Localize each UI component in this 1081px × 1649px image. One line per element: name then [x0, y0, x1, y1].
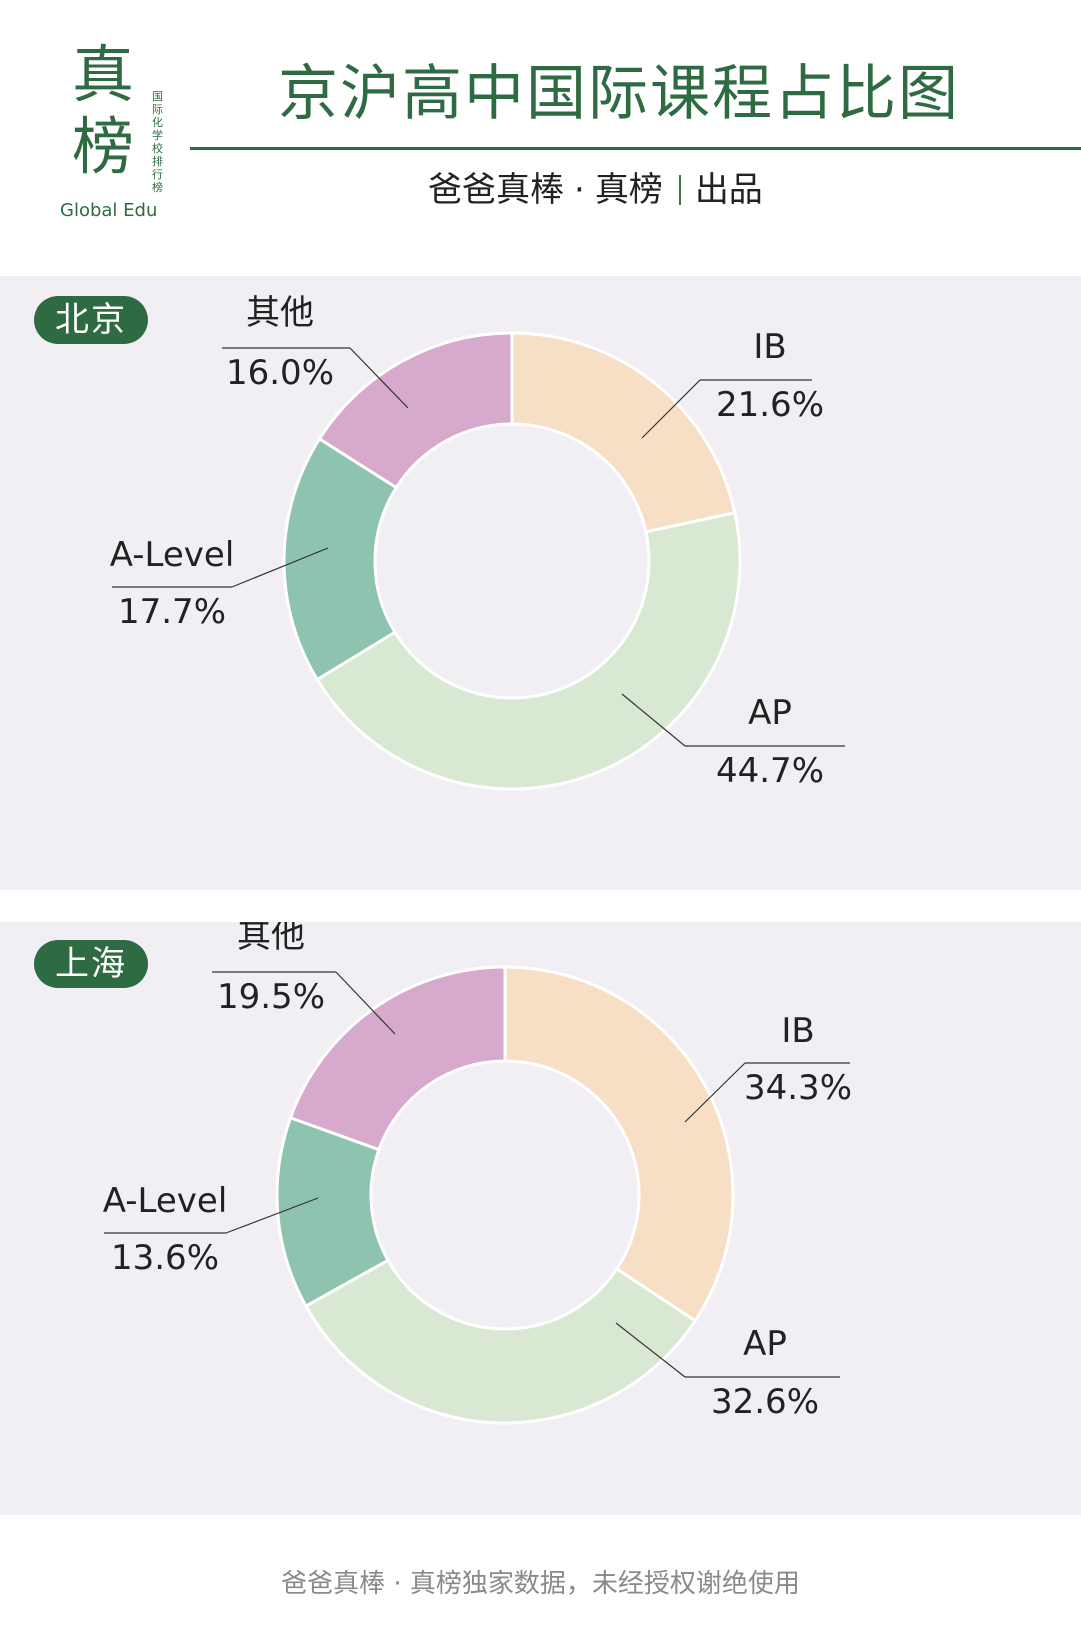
logo-char-2: 榜: [72, 110, 135, 183]
donut-slice-ib: [503, 965, 735, 1323]
leader-line: [231, 547, 329, 588]
page-title: 京沪高中国际课程占比图: [278, 59, 960, 129]
slice-value-label: 32.6%: [711, 1382, 819, 1422]
beijing-panel: IB 21.6% AP 44.7% A-Level 17.7% 其他 16.0% 北京: [0, 276, 1081, 890]
donut-slice-ap: [303, 1258, 698, 1425]
slice-label: IB: [781, 1011, 814, 1051]
shanghai-panel: IB 34.3% AP 32.6% A-Level 13.6% 其他 19.5% 上海: [0, 922, 1081, 1515]
subtitle-left: 爸爸真棒: [428, 170, 564, 210]
leader-line: [225, 1197, 319, 1234]
title-divider: [190, 147, 1081, 150]
donut-slice--: [317, 331, 514, 490]
slice-value-label: 34.3%: [744, 1068, 852, 1108]
leader-line: [615, 1322, 686, 1378]
slice-label: 其他: [246, 293, 314, 333]
slice-label: A-Level: [103, 1181, 228, 1221]
subtitle: 爸爸真棒 · 真榜 出品: [428, 168, 763, 212]
slice-value-label: 13.6%: [111, 1238, 219, 1278]
subtitle-separator: [678, 175, 681, 205]
leader-line: [621, 693, 686, 747]
subtitle-mid: 真榜: [594, 170, 663, 210]
donut-slice--: [288, 965, 507, 1152]
slice-value-label: 21.6%: [716, 385, 824, 425]
city-badge-shanghai: 上海: [34, 940, 148, 988]
slice-label: AP: [743, 1324, 787, 1364]
slice-value-label: 17.7%: [118, 592, 226, 632]
logo-side-text: 国际化学校排行榜: [152, 90, 163, 194]
logo-english: Global Edu: [60, 200, 158, 221]
logo: 真 榜 国际化学校排行榜 Global Edu: [58, 38, 168, 228]
leader-line: [349, 347, 409, 409]
donut-slice-a-level: [282, 436, 399, 682]
slice-label: A-Level: [110, 535, 235, 575]
slice-label: 其他: [237, 922, 305, 956]
slice-value-label: 19.5%: [217, 977, 325, 1017]
leader-line: [641, 379, 701, 439]
shanghai-donut-chart: IB 34.3% AP 32.6% A-Level 13.6% 其他 19.5%: [103, 922, 852, 1425]
footer-note: 爸爸真棒 · 真榜独家数据，未经授权谢绝使用: [281, 1569, 800, 1599]
donut-slice-ib: [510, 331, 737, 534]
slice-value-label: 44.7%: [716, 751, 824, 791]
leader-line: [684, 1062, 746, 1123]
slice-value-label: 16.0%: [226, 353, 334, 393]
subtitle-dot: ·: [574, 170, 585, 210]
city-badge-beijing: 北京: [34, 296, 148, 344]
leader-line: [335, 971, 396, 1035]
logo-char-1: 真: [72, 38, 135, 111]
slice-label: IB: [753, 327, 786, 367]
slice-label: AP: [748, 693, 792, 733]
subtitle-right: 出品: [694, 170, 763, 210]
donut-slice-ap: [315, 510, 742, 791]
beijing-donut-chart: IB 21.6% AP 44.7% A-Level 17.7% 其他 16.0%: [110, 293, 845, 791]
